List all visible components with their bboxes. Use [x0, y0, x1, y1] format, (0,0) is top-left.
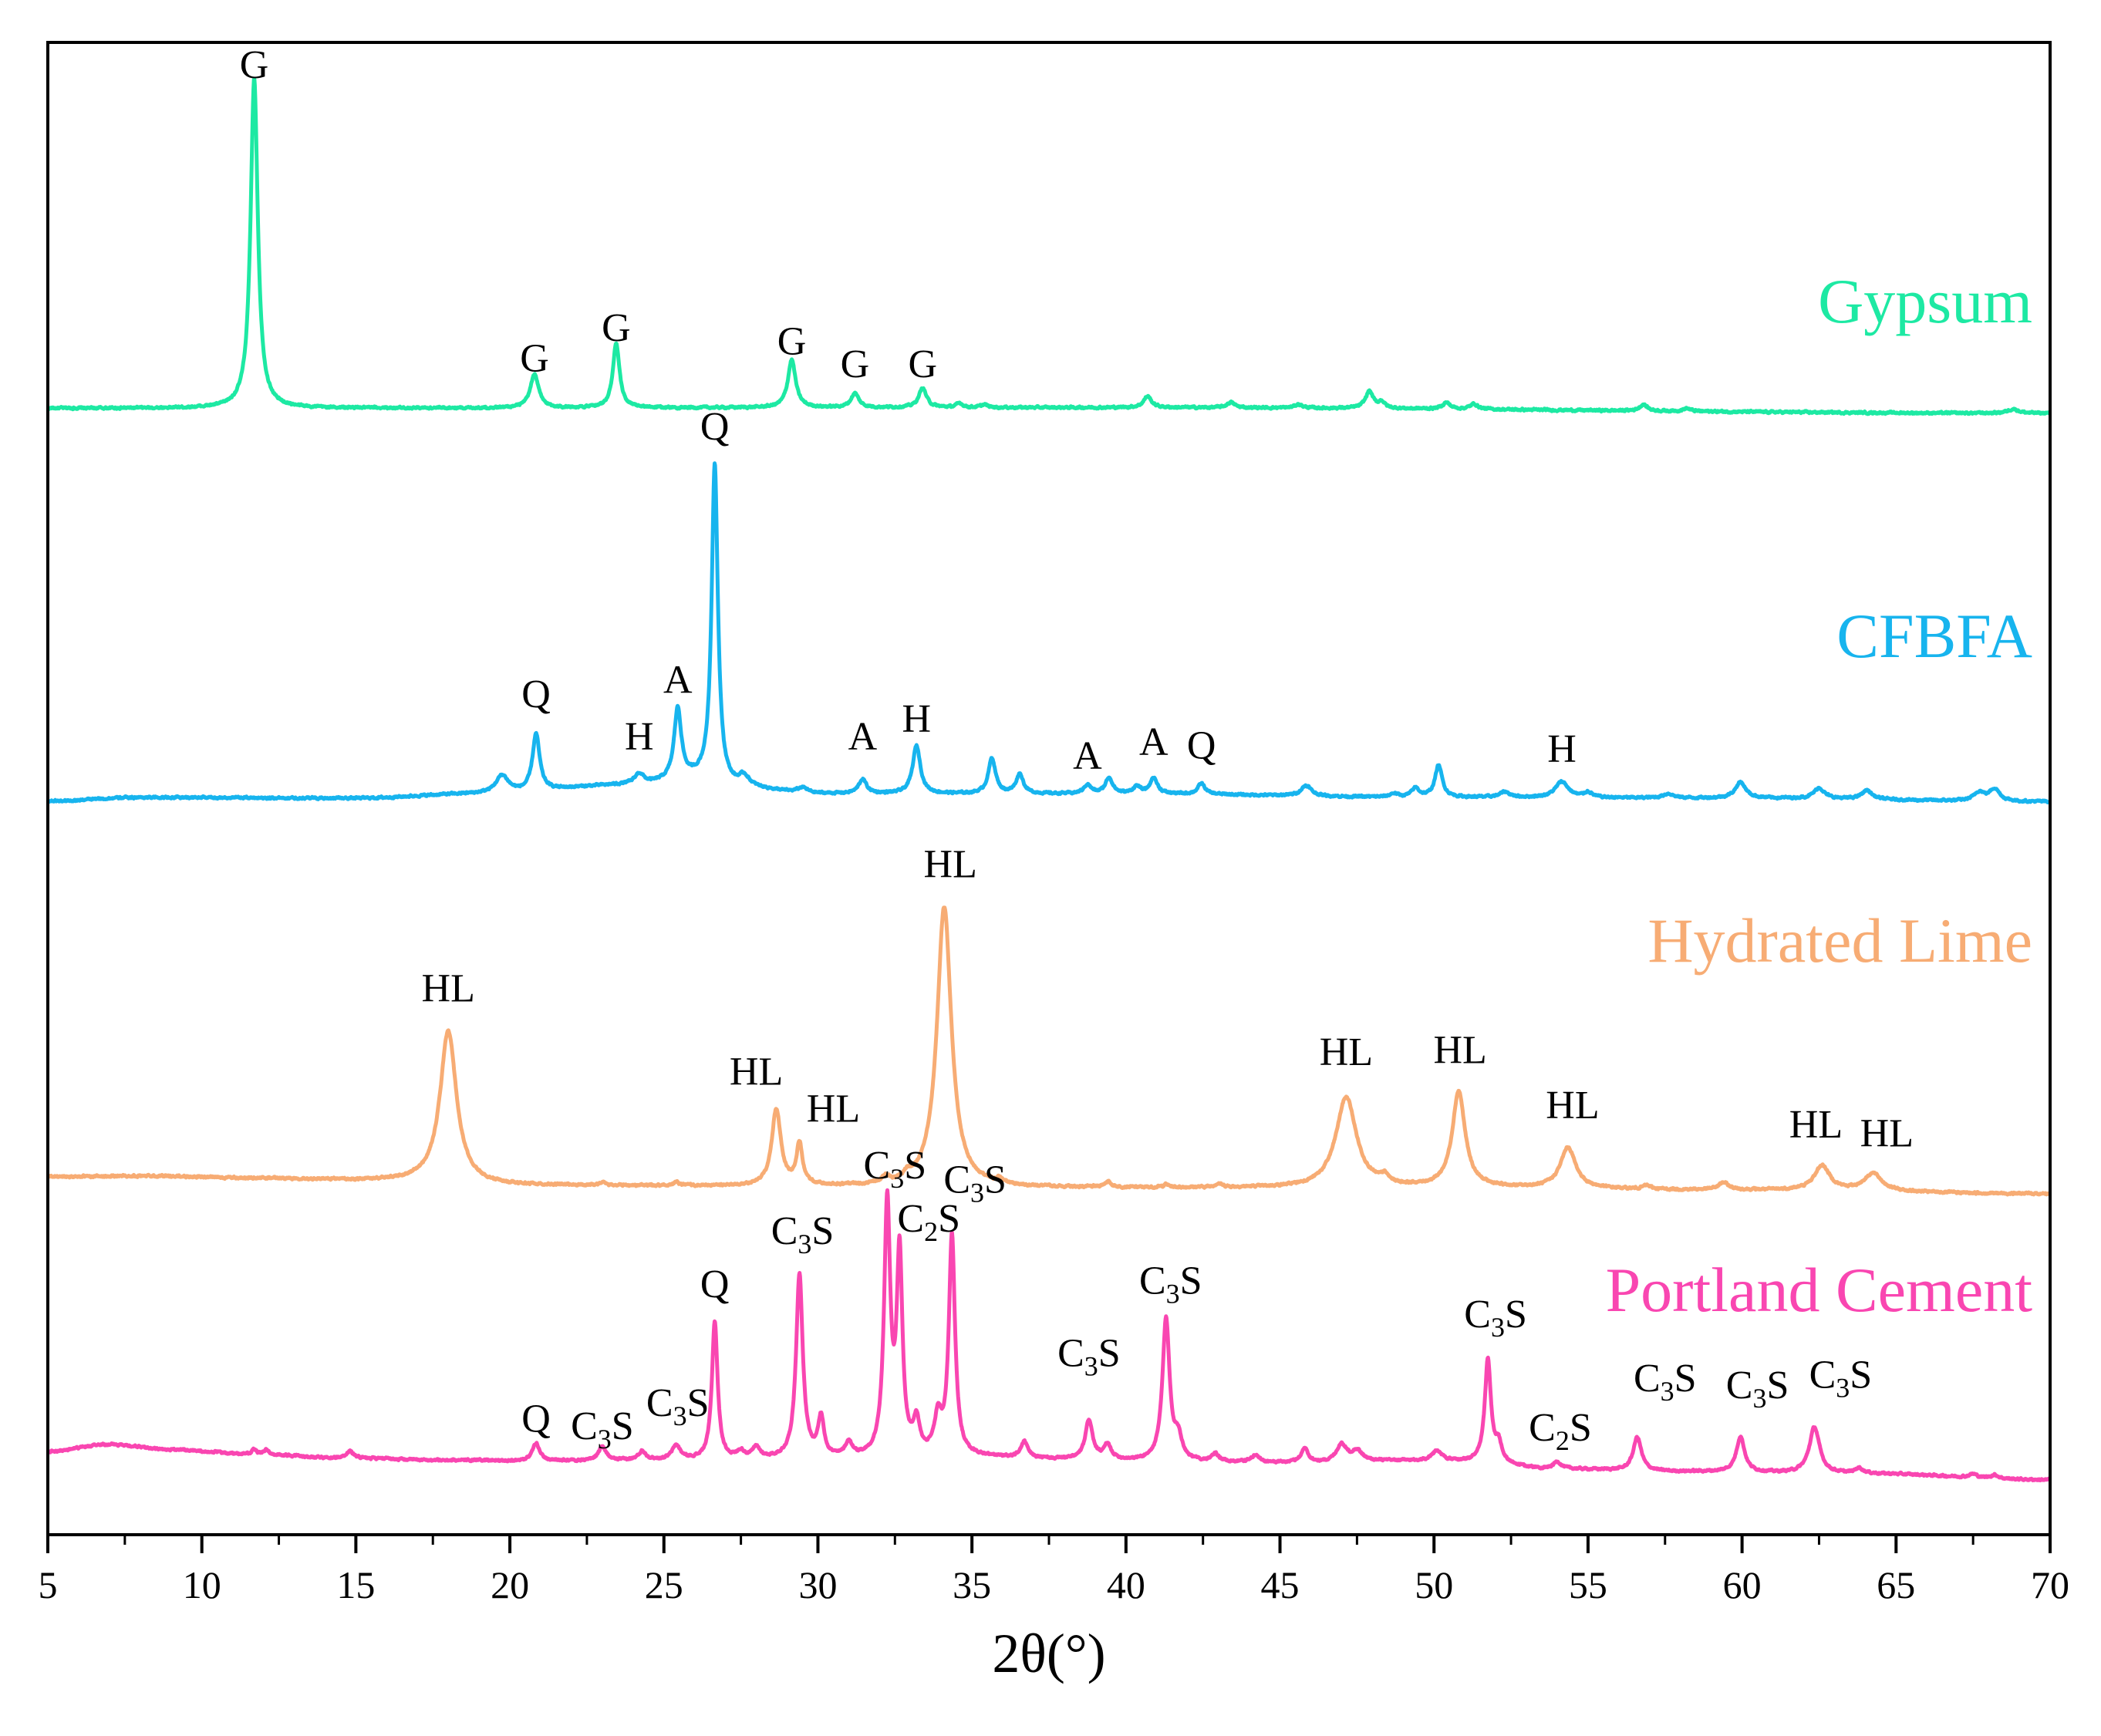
series-line-cfbfa	[46, 461, 2052, 804]
x-tick-label-45: 45	[1261, 1563, 1300, 1606]
peak-label-portland-cement-10: C3S	[1464, 1293, 1527, 1343]
peak-label-cfbfa-8: Q	[1187, 723, 1216, 767]
peak-label-portland-cement-12: C3S	[1634, 1357, 1697, 1407]
peak-label-hydrated-lime-7: HL	[1789, 1103, 1843, 1147]
x-tick-label-40: 40	[1107, 1563, 1145, 1606]
x-tick-label-70: 70	[2031, 1563, 2069, 1606]
peak-label-portland-cement-1: C3S	[571, 1404, 634, 1455]
peak-label-portland-cement-6: C2S	[897, 1197, 960, 1247]
peak-label-portland-cement-4: C3S	[771, 1209, 835, 1259]
peak-label-gypsum-4: G	[841, 342, 870, 386]
peak-label-cfbfa-6: A	[1073, 734, 1102, 778]
series-label-hydrated-lime: Hydrated Lime	[1647, 905, 2032, 976]
peak-label-cfbfa-3: Q	[700, 405, 730, 449]
series-label-portland-cement: Portland Cement	[1606, 1255, 2033, 1325]
peak-label-cfbfa-1: H	[625, 715, 654, 759]
peak-label-hydrated-lime-0: HL	[422, 966, 475, 1010]
peak-label-portland-cement-13: C3S	[1726, 1364, 1789, 1414]
series-line-portland-cement	[46, 1188, 2052, 1483]
peak-label-cfbfa-9: H	[1547, 727, 1577, 771]
x-axis-title: 2θ(°)	[992, 1623, 1105, 1684]
x-tick-label-20: 20	[491, 1563, 529, 1606]
peak-label-hydrated-lime-6: HL	[1546, 1084, 1599, 1128]
peak-label-hydrated-lime-5: HL	[1434, 1029, 1487, 1073]
peak-label-cfbfa-5: H	[902, 697, 931, 741]
x-tick-label-65: 65	[1877, 1563, 1915, 1606]
x-tick-label-55: 55	[1569, 1563, 1607, 1606]
axis-layer: 5 10 15 20 25 30 35 40 45 50 55 60 65 70	[39, 1535, 2069, 1606]
series-label-gypsum: Gypsum	[1818, 266, 2032, 336]
peak-label-hydrated-lime-2: HL	[807, 1087, 860, 1131]
peak-label-portland-cement-9: C3S	[1139, 1259, 1202, 1309]
series-line-gypsum	[46, 76, 2052, 416]
peak-label-hydrated-lime-4: HL	[1320, 1030, 1373, 1074]
series-line-hydrated-lime	[46, 905, 2052, 1197]
peak-label-portland-cement-0: Q	[521, 1397, 551, 1441]
peak-label-gypsum-5: G	[908, 342, 937, 386]
peak-label-portland-cement-14: C3S	[1809, 1353, 1873, 1403]
series-label-layer: Gypsum CFBFA Hydrated Lime Portland Cement	[1606, 266, 2033, 1325]
peak-label-portland-cement-11: C2S	[1529, 1406, 1592, 1456]
peak-label-gypsum-1: G	[520, 337, 549, 381]
peak-label-hydrated-lime-1: HL	[730, 1050, 783, 1094]
peak-label-portland-cement-3: Q	[700, 1262, 730, 1306]
peak-label-gypsum-3: G	[777, 319, 807, 363]
x-tick-label-25: 25	[645, 1563, 683, 1606]
peak-label-portland-cement-5: C3S	[864, 1144, 927, 1194]
x-tick-label-50: 50	[1415, 1563, 1453, 1606]
series-layer	[46, 76, 2052, 1483]
x-tick-label-15: 15	[336, 1563, 375, 1606]
peak-label-cfbfa-4: A	[848, 715, 878, 759]
plot-frame	[46, 41, 2052, 1536]
peak-label-gypsum-2: G	[602, 306, 631, 350]
peak-label-hydrated-lime-3: HL	[924, 842, 977, 886]
x-tick-label-60: 60	[1723, 1563, 1762, 1606]
peak-label-gypsum-0: G	[240, 43, 269, 87]
x-tick-label-10: 10	[183, 1563, 221, 1606]
peak-label-cfbfa-7: A	[1139, 720, 1169, 764]
peak-label-cfbfa-2: A	[663, 658, 693, 702]
peak-label-portland-cement-8: C3S	[1057, 1332, 1121, 1382]
x-tick-label-5: 5	[39, 1563, 58, 1606]
peak-label-cfbfa-0: Q	[521, 672, 551, 716]
peak-label-portland-cement-2: C3S	[646, 1381, 710, 1431]
peak-label-portland-cement-7: C3S	[943, 1158, 1007, 1208]
series-label-cfbfa: CFBFA	[1836, 601, 2032, 671]
x-tick-label-35: 35	[953, 1563, 991, 1606]
x-tick-label-30: 30	[798, 1563, 837, 1606]
peak-label-hydrated-lime-8: HL	[1860, 1112, 1914, 1156]
